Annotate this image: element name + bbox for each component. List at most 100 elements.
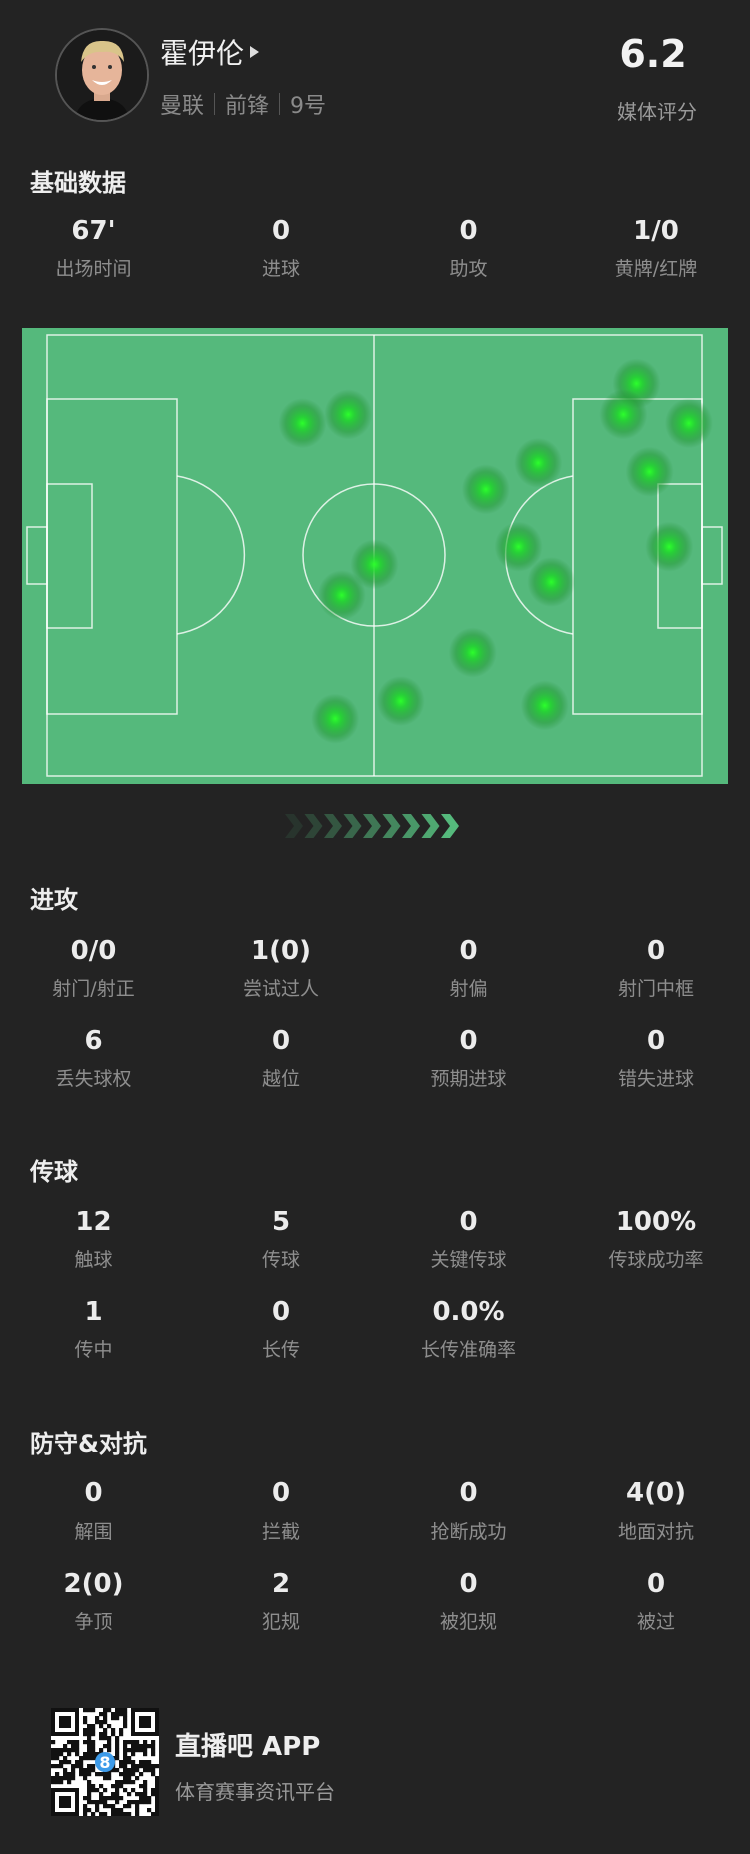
stat-value: 0: [271, 1026, 291, 1056]
stat-label: 进球: [261, 258, 300, 280]
passing-section-title: 传球: [30, 1158, 78, 1186]
heatmap-touch-dot: [350, 539, 399, 590]
stat-value: 0: [646, 936, 666, 966]
chevron-right-icon: [382, 814, 401, 838]
stat-label: 传球: [261, 1249, 300, 1271]
player-info: 曼联 前锋 9号: [160, 88, 326, 120]
heatmap-touch-dot: [324, 389, 373, 440]
stat-value: 0: [84, 1478, 103, 1508]
stat-value: 12: [75, 1207, 112, 1237]
stat-label: 争顶: [74, 1611, 113, 1633]
stat-label: 长传准确率: [420, 1339, 516, 1361]
heatmap-touch-dot: [311, 693, 360, 744]
stat-value: 0: [459, 216, 478, 246]
stat-value: 0: [459, 1569, 478, 1599]
app-logo-badge: 8: [99, 1753, 110, 1772]
stat-label: 助攻: [449, 258, 488, 280]
attack-direction-arrows: [285, 814, 459, 838]
heatmap-touch-dot: [645, 521, 694, 572]
chevron-right-icon: [421, 814, 440, 838]
basic-section-title: 基础数据: [30, 169, 126, 197]
chevron-right-icon: [363, 814, 381, 838]
app-name: 直播吧 APP: [175, 1732, 321, 1762]
stat-label: 尝试过人: [242, 978, 319, 1000]
stat-value: 67': [71, 216, 116, 246]
player-position: 前锋: [225, 94, 270, 119]
stat-value: 2: [271, 1569, 291, 1599]
app-logo-icon: [95, 1752, 115, 1772]
stat-label: 关键传球: [430, 1249, 507, 1271]
stat-label: 犯规: [261, 1611, 300, 1633]
stat-value: 0: [459, 1478, 478, 1508]
stat-value: 0: [459, 1207, 478, 1237]
heatmap-touch-dot: [448, 627, 497, 678]
player-number: 9号: [290, 94, 327, 119]
stat-value: 0: [271, 1478, 291, 1508]
stat-label: 被过: [636, 1611, 675, 1633]
stat-label: 黄牌/红牌: [614, 258, 698, 280]
stat-value: 4(0): [626, 1478, 686, 1508]
stat-value: 0: [646, 1569, 666, 1599]
chevron-right-icon: [304, 814, 323, 838]
stat-value: 0: [459, 936, 478, 966]
stat-label: 错失进球: [617, 1068, 694, 1090]
stat-value: 0: [646, 1026, 666, 1056]
stat-value: 5: [271, 1207, 291, 1237]
heatmap-touch-dot: [278, 398, 327, 449]
stat-value: 2(0): [63, 1569, 124, 1599]
attack-section-title: 进攻: [30, 886, 78, 914]
qr-code: 8: [51, 1708, 160, 1817]
defense-section-title: 防守&对抗: [30, 1430, 147, 1458]
stat-label: 传中: [74, 1339, 113, 1361]
stat-label: 被犯规: [439, 1611, 497, 1633]
player-avatar[interactable]: [55, 28, 149, 122]
divider: [214, 93, 216, 115]
chevron-right-icon: [343, 814, 362, 838]
stat-label: 传球成功率: [608, 1249, 704, 1271]
stat-label: 丢失球权: [55, 1068, 132, 1090]
stat-label: 出场时间: [55, 258, 132, 280]
heatmap-touch-dot: [527, 556, 576, 607]
stat-value: 1: [84, 1297, 103, 1327]
media-rating: 6.2: [619, 32, 687, 76]
stat-label: 触球: [74, 1249, 113, 1271]
stat-label: 射门中框: [617, 978, 694, 1000]
heatmap-touch-dot: [461, 464, 510, 515]
heatmap-touch-dot: [317, 570, 366, 621]
stat-label: 解围: [74, 1521, 113, 1543]
stat-value: 0: [271, 216, 291, 246]
chevron-right-icon: [402, 814, 420, 838]
stat-label: 抢断成功: [430, 1521, 507, 1543]
heatmap-touch-dot: [625, 446, 674, 497]
play-arrow-icon: [250, 46, 260, 58]
heatmap-touch-dot: [514, 437, 563, 488]
stat-value: 0: [271, 1297, 291, 1327]
stat-value: 1/0: [633, 216, 679, 246]
heatmap-touch-dot: [494, 521, 543, 572]
stat-value: 1(0): [251, 936, 311, 966]
stat-label: 射门/射正: [52, 978, 135, 1000]
stat-label: 拦截: [261, 1521, 300, 1543]
stat-label: 越位: [261, 1068, 300, 1090]
stat-label: 预期进球: [430, 1068, 507, 1090]
heatmap-touch-dot: [376, 676, 425, 727]
heatmap-touch-dot: [599, 389, 648, 440]
stat-value: 100%: [615, 1207, 697, 1237]
player-name-link[interactable]: 霍伊伦: [160, 32, 260, 72]
stat-label: 长传: [261, 1339, 300, 1361]
stat-value: 0: [459, 1026, 478, 1056]
stat-value: 0.0%: [432, 1297, 505, 1327]
player-name: 霍伊伦: [160, 37, 245, 70]
stat-value: 0/0: [70, 936, 117, 966]
chevron-right-icon: [324, 814, 342, 838]
stat-label: 地面对抗: [617, 1521, 694, 1543]
media-rating-label: 媒体评分: [617, 100, 697, 124]
chevron-right-icon: [285, 814, 303, 838]
team-name: 曼联: [160, 94, 205, 119]
app-slogan: 体育赛事资讯平台: [175, 1780, 335, 1804]
stat-value: 6: [84, 1026, 103, 1056]
heatmap-touch-dot: [664, 398, 713, 449]
heatmap-pitch: [22, 328, 728, 784]
heatmap-touch-dot: [520, 680, 569, 731]
stat-label: 射偏: [449, 978, 488, 1000]
